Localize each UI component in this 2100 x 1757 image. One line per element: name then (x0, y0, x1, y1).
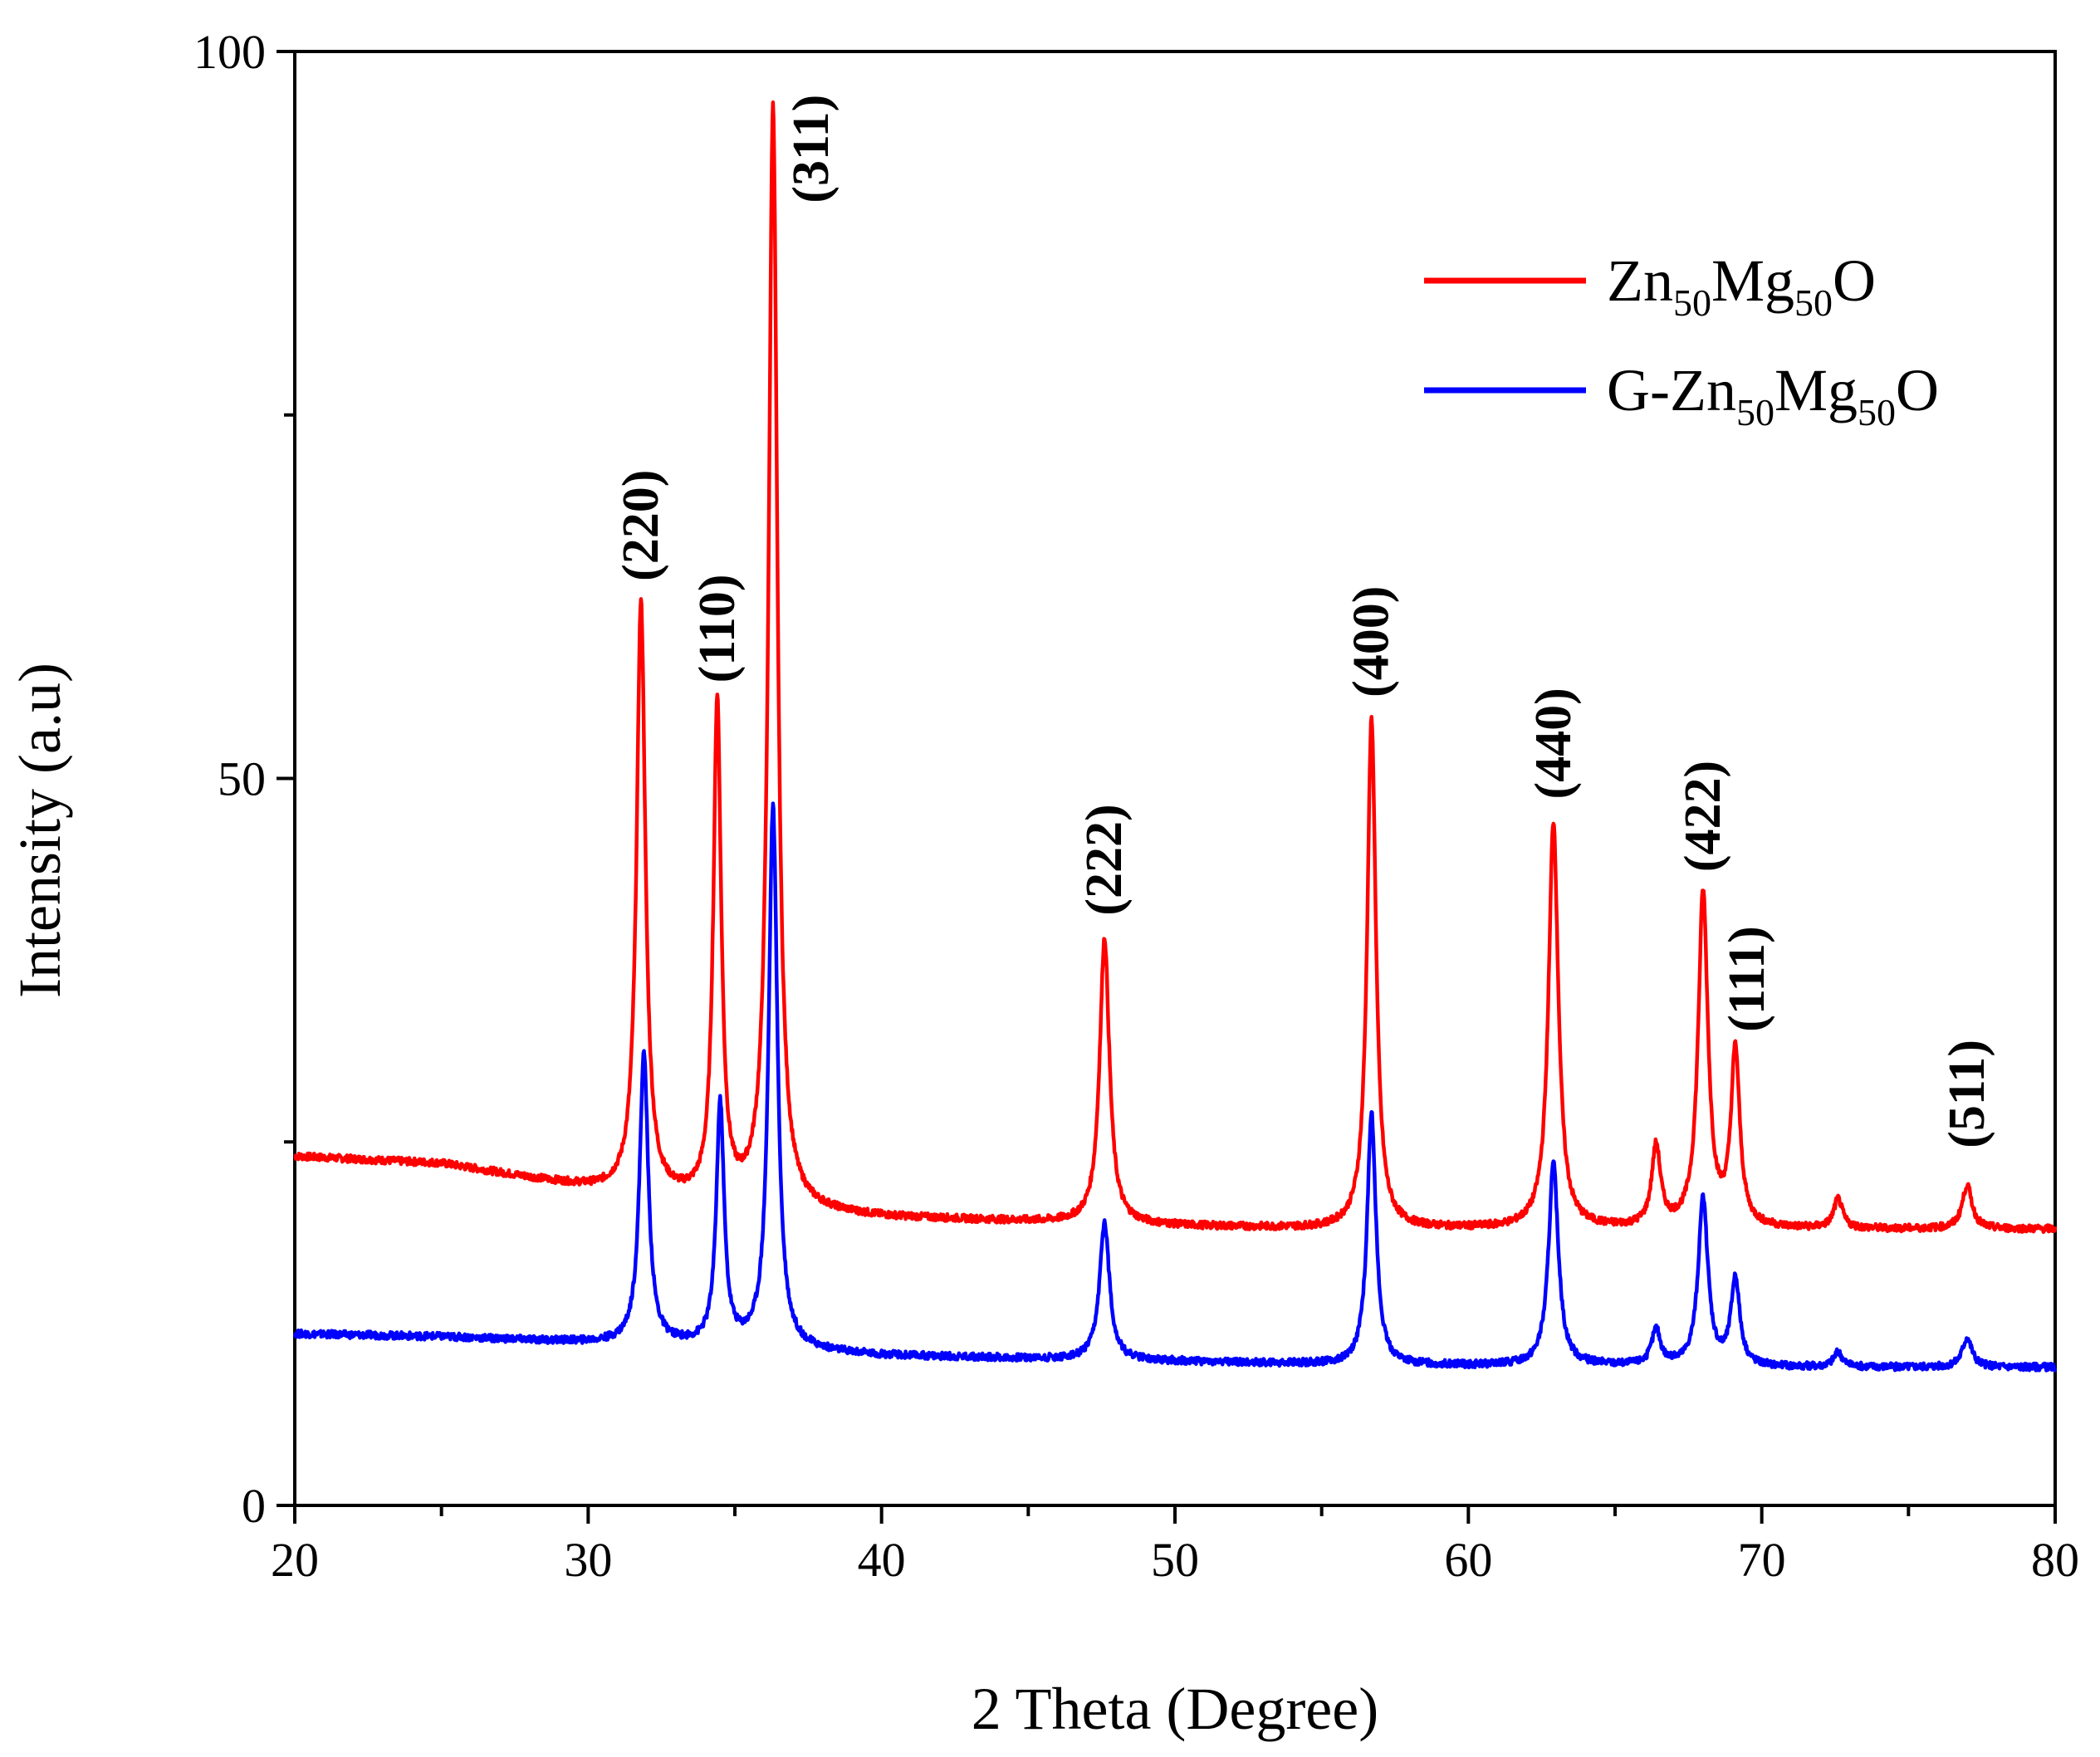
y-axis-title: Intensity (a.u) (7, 663, 73, 998)
peak-label: (440) (1525, 688, 1582, 799)
x-tick-label: 40 (858, 1533, 906, 1587)
peak-label: (111) (1719, 926, 1775, 1031)
legend-entry-g-zn50mg50o: G-Zn50Mg50O (1424, 357, 1939, 433)
series-line-zn50mg50o (293, 100, 2058, 1235)
x-tick-label: 20 (271, 1533, 319, 1587)
peak-label: (511) (1939, 1040, 1995, 1148)
legend-entry-zn50mg50o: Zn50Mg50O (1424, 247, 1876, 324)
series-layer (292, 100, 2058, 1373)
legend-label-sub: 50 (1673, 281, 1711, 324)
legend-label-g-zn50mg50o: G-Zn50Mg50O (1607, 357, 1939, 433)
x-tick-label: 80 (2031, 1533, 2079, 1587)
x-tick-label: 70 (1738, 1533, 1786, 1587)
x-axis-title: 2 Theta (Degree) (972, 1676, 1378, 1742)
x-tick-label: 50 (1151, 1533, 1199, 1587)
legend-label-sub: 50 (1858, 391, 1896, 433)
legend-label-sub: 50 (1794, 281, 1833, 324)
legend: Zn50Mg50O G-Zn50Mg50O (1424, 247, 1939, 433)
legend-label-sub: 50 (1736, 391, 1774, 433)
legend-label-part: Mg (1774, 357, 1858, 423)
x-tick-label: 30 (564, 1533, 612, 1587)
peak-label: (110) (689, 575, 746, 683)
y-tick-label: 0 (242, 1479, 266, 1533)
peak-label: (311) (783, 95, 840, 203)
y-tick-label: 50 (218, 752, 266, 806)
legend-label-part: Mg (1711, 247, 1794, 314)
annotation-layer: (220) (110) (311) (222) (400) (440) (422) (111)… (613, 95, 1995, 1148)
legend-label-part: Zn (1607, 247, 1673, 314)
peak-label: (222) (1076, 804, 1133, 915)
ticks-layer: 20 30 40 50 60 70 80 0 50 100 (193, 25, 2079, 1587)
legend-label-part: O (1896, 357, 1939, 423)
x-tick-label: 60 (1444, 1533, 1492, 1587)
legend-label-zn50mg50o: Zn50Mg50O (1607, 247, 1876, 324)
legend-label-part: G-Zn (1607, 357, 1736, 423)
peak-label: (220) (613, 470, 669, 581)
series-line-g-zn50mg50o (292, 801, 2058, 1373)
peak-label: (400) (1344, 586, 1400, 697)
legend-label-part: O (1833, 247, 1876, 314)
peak-label: (422) (1675, 761, 1731, 872)
y-tick-label: 100 (193, 25, 266, 79)
